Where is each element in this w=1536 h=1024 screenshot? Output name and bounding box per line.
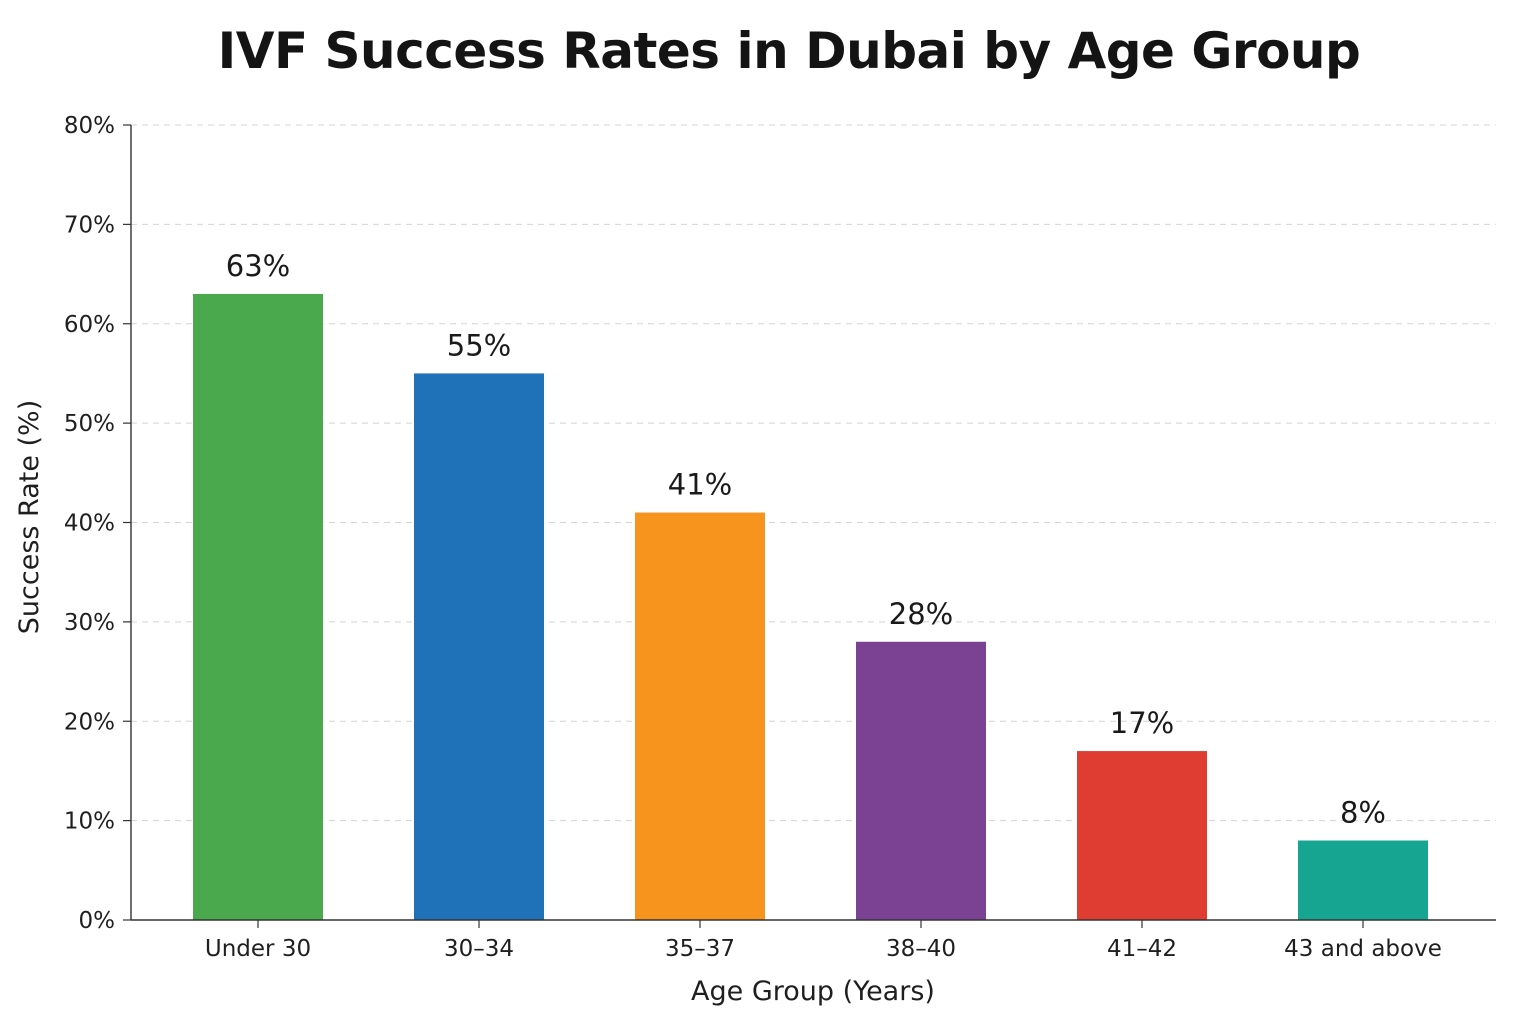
- bar: [193, 293, 323, 920]
- bar: [856, 641, 986, 920]
- y-tick-label: 20%: [64, 709, 115, 735]
- x-tick-label: 38–40: [886, 936, 956, 962]
- bar-value-label: 17%: [1110, 706, 1174, 740]
- x-axis-title: Age Group (Years): [691, 976, 935, 1007]
- y-tick-label: 60%: [64, 312, 115, 338]
- gridlines: [131, 124, 1496, 822]
- chart-title: IVF Success Rates in Dubai by Age Group: [217, 22, 1361, 80]
- value-labels: 63% 55% 41% 28% 17% 8%: [226, 249, 1386, 830]
- y-tick-label: 70%: [64, 212, 115, 238]
- y-tick-label: 10%: [64, 809, 115, 835]
- bar-value-label: 63%: [226, 249, 290, 283]
- y-tick-label: 30%: [64, 610, 115, 636]
- bars: [193, 293, 1428, 920]
- y-tick-label: 0%: [79, 908, 116, 934]
- bar-value-label: 8%: [1340, 796, 1386, 830]
- bar-value-label: 41%: [668, 468, 732, 502]
- x-tick-label: 30–34: [444, 936, 514, 962]
- bar-value-label: 55%: [447, 328, 511, 362]
- bar-value-label: 28%: [889, 597, 953, 631]
- bar: [1298, 840, 1428, 920]
- y-tick-label: 50%: [64, 411, 115, 437]
- bar: [635, 512, 765, 920]
- y-axis: 0% 10% 20% 30% 40% 50% 60% 70% 80%: [64, 113, 132, 934]
- x-tick-label: 35–37: [665, 936, 735, 962]
- y-axis-title: Success Rate (%): [14, 400, 45, 634]
- x-tick-label: Under 30: [205, 936, 311, 962]
- bar: [414, 373, 544, 920]
- y-tick-label: 40%: [64, 511, 115, 537]
- x-tick-label: 43 and above: [1284, 936, 1442, 962]
- y-tick-label: 80%: [64, 113, 115, 139]
- bar: [1077, 751, 1207, 920]
- x-tick-label: 41–42: [1107, 936, 1177, 962]
- x-axis: Under 30 30–34 35–37 38–40 41–42 43 and above: [131, 919, 1496, 962]
